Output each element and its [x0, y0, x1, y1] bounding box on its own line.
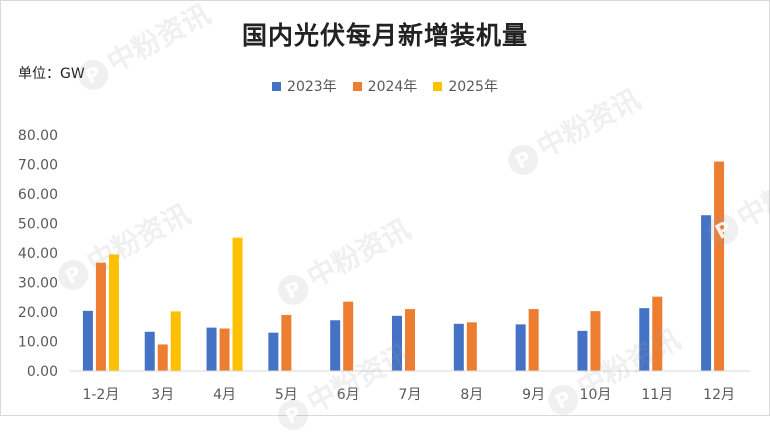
legend-item-2023: 2023年 [272, 76, 337, 96]
bar-2024年-6月 [343, 301, 354, 371]
x-tick-label: 10月 [580, 387, 612, 403]
bar-2023年-1-2月 [82, 310, 93, 371]
chart-title: 国内光伏每月新增装机量 [241, 21, 528, 50]
bar-2023年-6月 [330, 320, 341, 371]
y-tick-label: 30.00 [18, 276, 58, 292]
y-tick-label: 40.00 [18, 246, 58, 262]
x-tick-label: 5月 [275, 387, 298, 403]
y-tick-label: 0.00 [27, 364, 58, 380]
bar-2023年-12月 [701, 215, 712, 371]
x-tick-label: 1-2月 [82, 387, 119, 403]
bar-2024年-5月 [281, 314, 292, 371]
legend-label-2024: 2024年 [367, 79, 418, 95]
bar-2023年-7月 [392, 315, 402, 371]
unit-label: 单位：GW [18, 66, 85, 82]
legend-item-2024: 2024年 [352, 76, 418, 96]
bar-2024年-9月 [528, 309, 539, 371]
bar-2023年-9月 [515, 324, 526, 371]
bar-2023年-4月 [206, 327, 217, 371]
bar-2025年-1-2月 [108, 254, 119, 371]
legend-label-2025: 2025年 [448, 79, 498, 95]
bar-2024年-7月 [405, 309, 415, 371]
bar-2024年-3月 [157, 344, 168, 371]
legend: 2023年 2024年 2025年 [0, 76, 770, 96]
bar-2024年-8月 [466, 322, 477, 371]
bar-2023年-3月 [144, 331, 155, 371]
y-tick-label: 20.00 [18, 305, 58, 321]
legend-swatch-2024 [352, 81, 362, 91]
legend-swatch-2025 [433, 81, 443, 91]
x-tick-label: 9月 [522, 387, 545, 403]
bar-2024年-11月 [652, 296, 663, 371]
bar-2023年-10月 [577, 330, 588, 371]
y-tick-label: 70.00 [18, 158, 58, 174]
x-tick-label: 8月 [460, 387, 483, 403]
bar-2023年-5月 [268, 332, 279, 371]
x-tick-label: 3月 [151, 387, 174, 403]
y-tick-label: 80.00 [18, 128, 58, 144]
bar-2025年-4月 [232, 237, 243, 371]
x-tick-label: 11月 [641, 387, 673, 403]
bar-2024年-12月 [714, 161, 725, 371]
legend-item-2025: 2025年 [433, 76, 498, 96]
y-tick-label: 50.00 [18, 217, 58, 233]
x-tick-label: 4月 [213, 387, 236, 403]
y-tick-label: 60.00 [18, 187, 58, 203]
legend-swatch-2023 [272, 81, 282, 91]
x-tick-label: 6月 [337, 387, 360, 403]
bar-2023年-11月 [639, 308, 650, 371]
bar-2025年-3月 [170, 311, 181, 371]
x-tick-label: 12月 [703, 387, 735, 403]
bar-2024年-1-2月 [95, 262, 106, 371]
bar-2023年-8月 [453, 323, 464, 371]
bar-chart: 0.00 10.00 20.00 30.00 40.00 50.00 60.00 70.00 8… [18, 128, 750, 403]
bar-2024年-4月 [219, 328, 230, 371]
legend-label-2023: 2023年 [287, 79, 337, 95]
x-tick-label: 7月 [399, 387, 422, 403]
y-tick-label: 10.00 [18, 335, 58, 351]
bar-2024年-10月 [590, 311, 601, 371]
